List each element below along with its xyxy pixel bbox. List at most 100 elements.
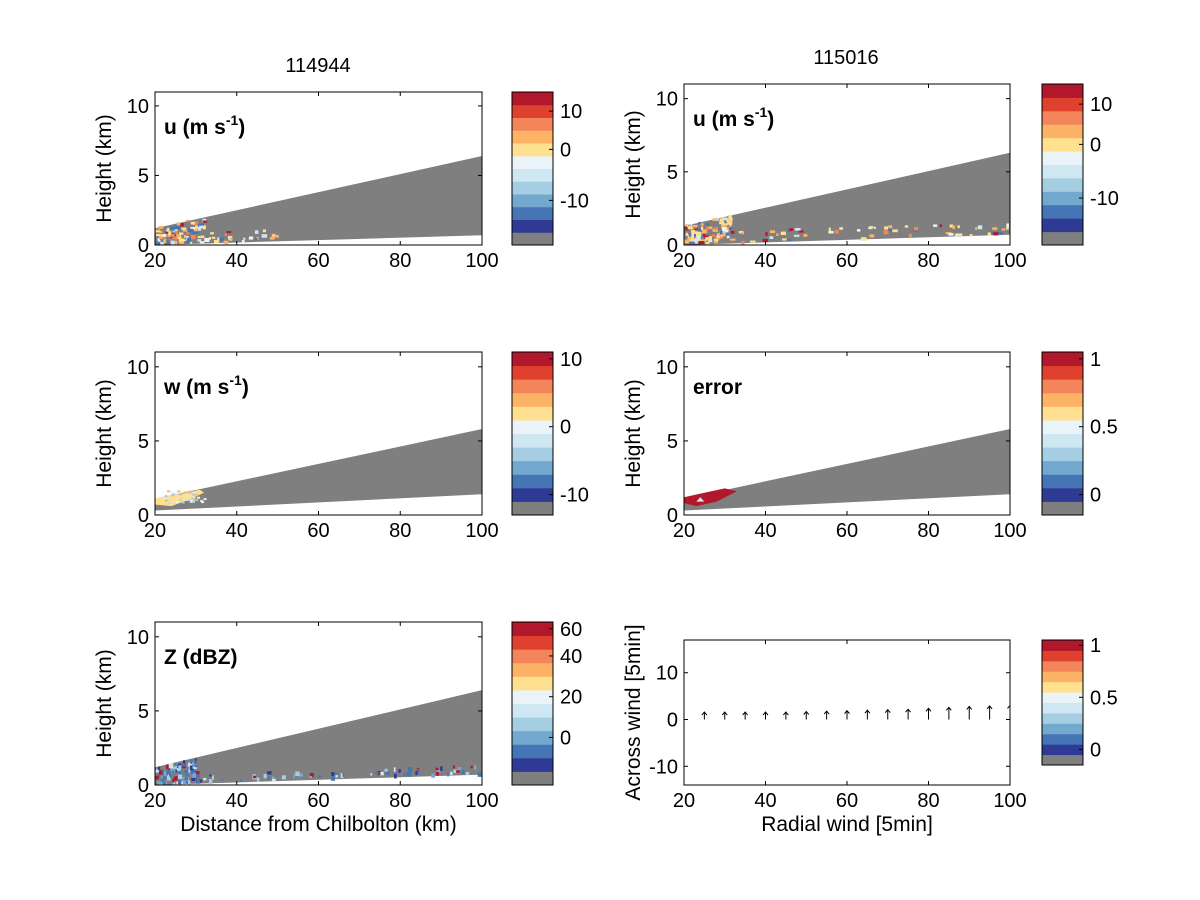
wind-arrow-head	[803, 710, 810, 715]
data-cell	[741, 240, 745, 245]
data-cell	[726, 218, 729, 223]
data-cell	[196, 780, 201, 784]
colorbar-tick-label: 10	[560, 101, 582, 123]
y-tick-label: 10	[127, 627, 149, 649]
data-cell	[687, 237, 693, 241]
data-cell	[782, 238, 788, 241]
data-cell	[239, 779, 243, 782]
colorbar-swatch	[512, 447, 553, 462]
colorbar-swatch	[1042, 151, 1083, 165]
colorbar-tick-label: 1	[1090, 635, 1101, 657]
data-cell	[209, 774, 212, 777]
colorbar-tick-label: 60	[560, 619, 582, 641]
data-cell	[178, 769, 182, 775]
data-cell	[187, 228, 193, 233]
colorbar-swatch	[512, 406, 553, 421]
colorbar-swatch	[512, 433, 553, 448]
data-cell	[272, 234, 276, 237]
x-tick-label: 20	[673, 790, 695, 812]
data-cell	[164, 499, 168, 502]
data-cell	[198, 779, 203, 783]
data-cell	[243, 237, 246, 240]
data-cell	[155, 230, 161, 233]
data-cell	[696, 497, 705, 502]
data-cell	[188, 780, 191, 785]
data-cell	[180, 781, 183, 785]
data-cell	[435, 767, 439, 771]
data-cell	[691, 240, 698, 244]
colorbar-swatch	[1042, 419, 1083, 434]
x-tick-label: 40	[226, 250, 248, 272]
data-cell	[172, 779, 174, 783]
data-cell	[170, 234, 175, 238]
x-tick-label: 100	[993, 250, 1026, 272]
data-cell	[255, 237, 258, 241]
colorbar-swatch	[512, 501, 553, 516]
data-cell	[176, 764, 179, 768]
data-cell	[173, 240, 178, 245]
data-cell	[828, 230, 834, 234]
y-tick-label: 10	[656, 357, 678, 379]
data-cell	[712, 218, 718, 221]
colorbar-frame	[511, 91, 554, 246]
data-cell	[190, 500, 194, 503]
data-cell	[223, 240, 229, 245]
colorbar-tick-label: -10	[560, 485, 589, 507]
data-cell	[998, 232, 1004, 235]
data-cell	[330, 776, 336, 781]
data-cell	[716, 232, 721, 237]
colorbar-swatch	[512, 487, 553, 502]
data-cell	[452, 765, 455, 769]
y-axis-label: Across wind [5min]	[622, 624, 645, 800]
data-cell	[163, 237, 167, 240]
data-cell	[165, 231, 170, 234]
data-cell	[945, 232, 952, 235]
data-cell	[178, 765, 182, 770]
data-cell	[197, 223, 204, 226]
data-cell	[169, 773, 172, 778]
data-cell	[700, 239, 707, 242]
data-cell	[687, 226, 692, 230]
data-cell	[786, 238, 792, 242]
data-cell	[724, 233, 730, 236]
colorbar-swatch	[512, 622, 553, 637]
data-cell	[334, 772, 337, 777]
data-cell	[403, 772, 406, 776]
y-tick-label: 10	[127, 96, 149, 118]
data-cell	[715, 239, 718, 242]
data-cell	[719, 230, 723, 235]
colorbar-swatch	[1042, 433, 1083, 448]
data-cell	[721, 227, 727, 232]
data-cell	[952, 225, 956, 230]
colorbar-tick-label: 0.5	[1090, 687, 1118, 709]
data-cell	[721, 224, 727, 229]
data-cell	[254, 230, 259, 234]
data-cell	[197, 239, 202, 242]
data-cell	[269, 237, 275, 240]
data-cell	[166, 765, 170, 770]
data-cell	[192, 496, 196, 499]
data-cell	[195, 225, 198, 229]
data-cell	[175, 225, 181, 230]
data-cell	[170, 241, 175, 245]
data-cell	[183, 499, 187, 502]
data-cell	[192, 500, 196, 503]
plot-area	[155, 429, 482, 511]
colorbar-swatch	[1042, 723, 1083, 735]
data-cell	[892, 229, 898, 233]
colorbar-swatch	[512, 419, 553, 434]
wind-arrow-head	[986, 705, 993, 710]
data-cell	[200, 499, 204, 502]
data-cell	[155, 769, 160, 773]
data-cell	[195, 770, 200, 775]
data-cell	[793, 234, 800, 237]
data-cell	[210, 232, 214, 235]
data-cell	[697, 232, 700, 236]
data-cell	[186, 232, 190, 235]
plot-area	[701, 704, 1010, 720]
y-tick-label: 0	[138, 235, 149, 257]
data-cell	[200, 235, 205, 239]
data-cell	[168, 239, 173, 242]
data-cell	[161, 775, 167, 780]
data-cell	[187, 237, 192, 242]
